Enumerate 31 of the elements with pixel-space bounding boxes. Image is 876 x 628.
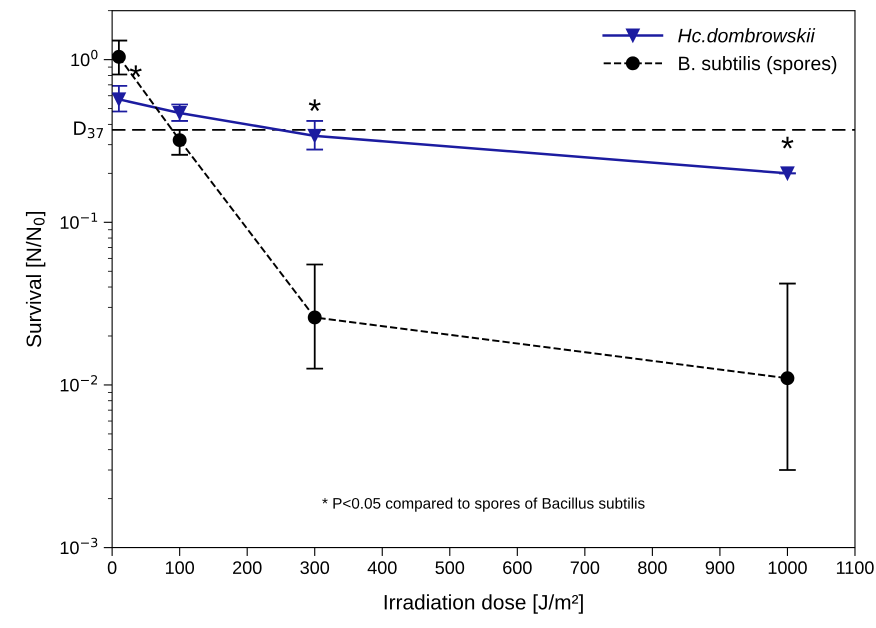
point: [780, 166, 794, 180]
point: [780, 371, 794, 386]
y-tick-label: 10$^{0}$: [71, 50, 98, 66]
point: [308, 310, 322, 324]
x-tick-label: 800: [638, 561, 667, 574]
annotation: * P<0.05 compared to spores of Bacillus subtilis: [322, 498, 645, 512]
x-tick-label: 600: [503, 561, 532, 574]
point: [112, 50, 126, 64]
x-axis-title: Irradiation dose [J/m²]: [384, 594, 583, 614]
legend-label: B. subtilis (spores): [679, 56, 836, 74]
legend-label: Hc.dombrowskii: [678, 28, 816, 42]
annotation: *: [308, 99, 321, 112]
x-tick-label: 400: [368, 561, 397, 574]
x-tick-label: 900: [706, 561, 734, 574]
x-tick-label: 1000: [768, 561, 807, 574]
point: [308, 128, 322, 143]
point: [172, 133, 187, 148]
x-tick-label: 100: [166, 561, 194, 574]
x-tick-label: 0: [108, 561, 116, 574]
point: [112, 92, 126, 106]
y-tick-label: 10$^{−1}$: [60, 212, 98, 229]
y-tick-label: 10$^{−2}$: [60, 375, 98, 392]
y-axis-title: Survival [N/N$_{0}$]: [26, 212, 46, 347]
x-tick-label: 300: [300, 561, 330, 574]
y-tick-label: 10$^{−3}$: [60, 538, 98, 554]
x-tick-label: 700: [570, 561, 600, 574]
x-tick-label: 500: [435, 561, 464, 574]
annotation: *: [781, 136, 794, 149]
x-tick-label: 1100: [836, 561, 874, 574]
x-tick-label: 200: [233, 561, 262, 574]
ref-line-label: D$_{37}$: [74, 121, 103, 138]
